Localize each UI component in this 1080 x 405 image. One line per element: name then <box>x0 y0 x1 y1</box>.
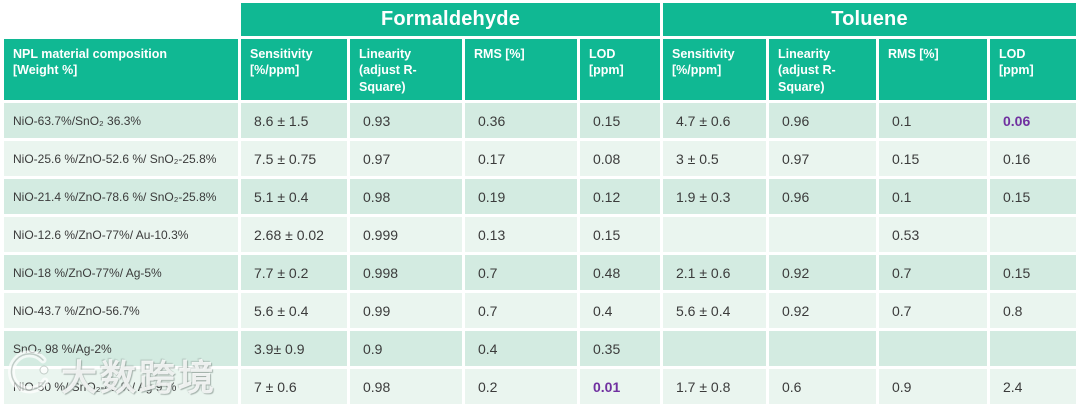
header-toluene-rms: RMS [%] <box>879 39 987 100</box>
cell-toluene-lod: 0.16 <box>990 141 1076 176</box>
cell-formaldehyde-linearity: 0.93 <box>350 103 462 138</box>
cell-toluene-rms: 0.7 <box>879 255 987 290</box>
header-material: NPL material composition [Weight %] <box>4 39 238 100</box>
cell-formaldehyde-sensitivity: 8.6 ± 1.5 <box>241 103 347 138</box>
cell-formaldehyde-lod: 0.35 <box>580 331 660 366</box>
cell-toluene-rms: 0.9 <box>879 369 987 404</box>
cell-formaldehyde-linearity: 0.99 <box>350 293 462 328</box>
cell-toluene-sensitivity: 1.9 ± 0.3 <box>663 179 766 214</box>
cell-formaldehyde-linearity: 0.998 <box>350 255 462 290</box>
cell-toluene-sensitivity: 4.7 ± 0.6 <box>663 103 766 138</box>
cell-toluene-rms: 0.1 <box>879 179 987 214</box>
cell-toluene-lod <box>990 217 1076 252</box>
cell-formaldehyde-linearity: 0.98 <box>350 179 462 214</box>
cell-formaldehyde-rms: 0.4 <box>465 331 577 366</box>
table-corner-spacer <box>4 3 238 36</box>
cell-toluene-rms: 0.53 <box>879 217 987 252</box>
cell-formaldehyde-linearity: 0.98 <box>350 369 462 404</box>
cell-toluene-lod: 0.15 <box>990 179 1076 214</box>
cell-toluene-sensitivity: 1.7 ± 0.8 <box>663 369 766 404</box>
cell-formaldehyde-rms: 0.36 <box>465 103 577 138</box>
cell-material: NiO-63.7%/SnO₂ 36.3% <box>4 103 238 138</box>
header-toluene-linearity: Linearity (adjust R- Square) <box>769 39 876 100</box>
cell-toluene-sensitivity <box>663 217 766 252</box>
cell-material: NiO-21.4 %/ZnO-78.6 %/ SnO₂-25.8% <box>4 179 238 214</box>
header-toluene-lod: LOD [ppm] <box>990 39 1076 100</box>
cell-formaldehyde-rms: 0.13 <box>465 217 577 252</box>
cell-toluene-rms <box>879 331 987 366</box>
cell-material: NiO-12.6 %/ZnO-77%/ Au-10.3% <box>4 217 238 252</box>
cell-formaldehyde-linearity: 0.97 <box>350 141 462 176</box>
cell-formaldehyde-lod-highlighted: 0.01 <box>580 369 660 404</box>
cell-formaldehyde-rms: 0.19 <box>465 179 577 214</box>
cell-toluene-linearity: 0.92 <box>769 255 876 290</box>
cell-toluene-rms: 0.7 <box>879 293 987 328</box>
cell-toluene-lod <box>990 331 1076 366</box>
cell-toluene-linearity: 0.6 <box>769 369 876 404</box>
header-formaldehyde-rms: RMS [%] <box>465 39 577 100</box>
cell-toluene-rms: 0.1 <box>879 103 987 138</box>
cell-toluene-lod: 0.8 <box>990 293 1076 328</box>
cell-formaldehyde-rms: 0.7 <box>465 255 577 290</box>
cell-formaldehyde-sensitivity: 7 ± 0.6 <box>241 369 347 404</box>
header-formaldehyde-sensitivity: Sensitivity [%/ppm] <box>241 39 347 100</box>
cell-material: NiO-50 %/ SnO₂-41 %/ Ag 9 % <box>4 369 238 404</box>
cell-formaldehyde-sensitivity: 5.6 ± 0.4 <box>241 293 347 328</box>
cell-toluene-linearity <box>769 217 876 252</box>
cell-formaldehyde-linearity: 0.999 <box>350 217 462 252</box>
cell-formaldehyde-lod: 0.15 <box>580 217 660 252</box>
cell-toluene-linearity: 0.92 <box>769 293 876 328</box>
cell-toluene-sensitivity: 2.1 ± 0.6 <box>663 255 766 290</box>
gas-group-header-formaldehyde: Formaldehyde <box>241 3 660 36</box>
cell-toluene-rms: 0.15 <box>879 141 987 176</box>
cell-material: NiO-43.7 %/ZnO-56.7% <box>4 293 238 328</box>
cell-formaldehyde-lod: 0.12 <box>580 179 660 214</box>
cell-formaldehyde-lod: 0.15 <box>580 103 660 138</box>
cell-formaldehyde-sensitivity: 2.68 ± 0.02 <box>241 217 347 252</box>
cell-toluene-linearity: 0.96 <box>769 179 876 214</box>
cell-material: SnO₂ 98 %/Ag-2% <box>4 331 238 366</box>
cell-toluene-lod-highlighted: 0.06 <box>990 103 1076 138</box>
cell-formaldehyde-rms: 0.17 <box>465 141 577 176</box>
cell-toluene-linearity <box>769 331 876 366</box>
cell-formaldehyde-rms: 0.7 <box>465 293 577 328</box>
header-toluene-sensitivity: Sensitivity [%/ppm] <box>663 39 766 100</box>
header-formaldehyde-linearity: Linearity (adjust R- Square) <box>350 39 462 100</box>
cell-formaldehyde-sensitivity: 3.9± 0.9 <box>241 331 347 366</box>
cell-formaldehyde-sensitivity: 7.7 ± 0.2 <box>241 255 347 290</box>
cell-material: NiO-25.6 %/ZnO-52.6 %/ SnO₂-25.8% <box>4 141 238 176</box>
cell-toluene-linearity: 0.97 <box>769 141 876 176</box>
header-formaldehyde-lod: LOD [ppm] <box>580 39 660 100</box>
cell-formaldehyde-sensitivity: 7.5 ± 0.75 <box>241 141 347 176</box>
cell-formaldehyde-sensitivity: 5.1 ± 0.4 <box>241 179 347 214</box>
cell-toluene-lod: 0.15 <box>990 255 1076 290</box>
cell-toluene-lod: 2.4 <box>990 369 1076 404</box>
cell-toluene-sensitivity: 5.6 ± 0.4 <box>663 293 766 328</box>
cell-formaldehyde-lod: 0.48 <box>580 255 660 290</box>
cell-formaldehyde-linearity: 0.9 <box>350 331 462 366</box>
cell-toluene-sensitivity: 3 ± 0.5 <box>663 141 766 176</box>
cell-formaldehyde-lod: 0.4 <box>580 293 660 328</box>
cell-material: NiO-18 %/ZnO-77%/ Ag-5% <box>4 255 238 290</box>
cell-formaldehyde-lod: 0.08 <box>580 141 660 176</box>
cell-formaldehyde-rms: 0.2 <box>465 369 577 404</box>
results-table: Formaldehyde Toluene NPL material compos… <box>4 3 1076 404</box>
cell-toluene-linearity: 0.96 <box>769 103 876 138</box>
cell-toluene-sensitivity <box>663 331 766 366</box>
gas-group-header-toluene: Toluene <box>663 3 1076 36</box>
